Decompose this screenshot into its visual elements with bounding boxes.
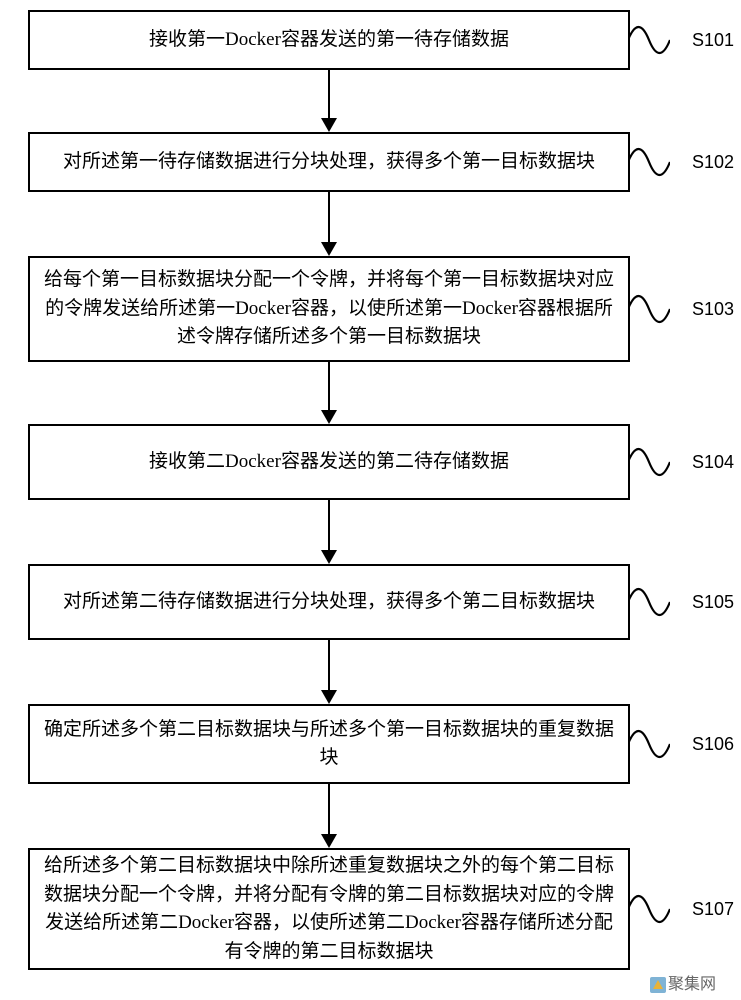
step-label-s101: S101 xyxy=(692,30,734,51)
step-connector-wave xyxy=(628,582,670,622)
step-label-s103: S103 xyxy=(692,299,734,320)
flowchart-arrow xyxy=(321,640,337,704)
node-text: 确定所述多个第二目标数据块与所述多个第一目标数据块的重复数据块 xyxy=(40,716,618,773)
flowchart-node-s107: 给所述多个第二目标数据块中除所述重复数据块之外的每个第二目标数据块分配一个令牌，… xyxy=(28,848,630,970)
step-connector-wave xyxy=(628,724,670,764)
step-label-s104: S104 xyxy=(692,452,734,473)
flowchart-arrow xyxy=(321,500,337,564)
logo-icon xyxy=(650,977,666,993)
flowchart-node-s105: 对所述第二待存储数据进行分块处理，获得多个第二目标数据块 xyxy=(28,564,630,640)
flowchart-node-s104: 接收第二Docker容器发送的第二待存储数据 xyxy=(28,424,630,500)
watermark-logo: 聚集网 xyxy=(650,970,716,994)
flowchart-arrow xyxy=(321,192,337,256)
node-text: 接收第一Docker容器发送的第一待存储数据 xyxy=(149,26,509,55)
step-label-s107: S107 xyxy=(692,899,734,920)
arrow-head-icon xyxy=(321,834,337,848)
flowchart-node-s103: 给每个第一目标数据块分配一个令牌，并将每个第一目标数据块对应的令牌发送给所述第一… xyxy=(28,256,630,362)
step-connector-wave xyxy=(628,142,670,182)
arrow-head-icon xyxy=(321,410,337,424)
arrow-line xyxy=(328,192,330,242)
flowchart-arrow xyxy=(321,70,337,132)
arrow-line xyxy=(328,70,330,118)
flowchart-node-s101: 接收第一Docker容器发送的第一待存储数据 xyxy=(28,10,630,70)
node-text: 对所述第二待存储数据进行分块处理，获得多个第二目标数据块 xyxy=(63,588,595,617)
flowchart-container: 接收第一Docker容器发送的第一待存储数据 S101 对所述第一待存储数据进行分块… xyxy=(0,0,741,1000)
step-connector-wave xyxy=(628,889,670,929)
arrow-line xyxy=(328,784,330,834)
arrow-head-icon xyxy=(321,242,337,256)
arrow-line xyxy=(328,500,330,550)
arrow-head-icon xyxy=(321,118,337,132)
node-text: 对所述第一待存储数据进行分块处理，获得多个第一目标数据块 xyxy=(63,148,595,177)
arrow-head-icon xyxy=(321,690,337,704)
step-connector-wave xyxy=(628,442,670,482)
flowchart-node-s102: 对所述第一待存储数据进行分块处理，获得多个第一目标数据块 xyxy=(28,132,630,192)
flowchart-arrow xyxy=(321,784,337,848)
flowchart-arrow xyxy=(321,362,337,424)
step-connector-wave xyxy=(628,289,670,329)
node-text: 给每个第一目标数据块分配一个令牌，并将每个第一目标数据块对应的令牌发送给所述第一… xyxy=(40,266,618,352)
arrow-line xyxy=(328,362,330,410)
node-text: 给所述多个第二目标数据块中除所述重复数据块之外的每个第二目标数据块分配一个令牌，… xyxy=(40,852,618,966)
step-connector-wave xyxy=(628,20,670,60)
flowchart-node-s106: 确定所述多个第二目标数据块与所述多个第一目标数据块的重复数据块 xyxy=(28,704,630,784)
arrow-head-icon xyxy=(321,550,337,564)
step-label-s106: S106 xyxy=(692,734,734,755)
step-label-s105: S105 xyxy=(692,592,734,613)
node-text: 接收第二Docker容器发送的第二待存储数据 xyxy=(149,448,509,477)
step-label-s102: S102 xyxy=(692,152,734,173)
watermark-text: 聚集网 xyxy=(668,976,716,993)
arrow-line xyxy=(328,640,330,690)
